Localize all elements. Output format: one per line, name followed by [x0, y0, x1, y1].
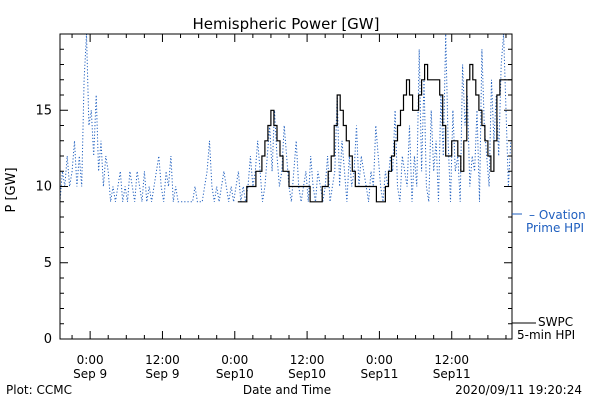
legend-ovation-label-line2: Prime HPI: [526, 221, 584, 235]
legend-swpc-label: SWPC: [538, 315, 573, 329]
x-tick-label-date: Sep11: [433, 367, 471, 381]
x-tick-label-date: Sep 9: [145, 367, 179, 381]
x-tick-label-time: 12:00: [434, 353, 469, 367]
chart-title: Hemispheric Power [GW]: [193, 15, 380, 33]
series-line-ovation: [60, 34, 512, 203]
plot-frame: [59, 33, 513, 340]
y-tick-label: 10: [35, 180, 52, 195]
x-tick-label-time: 12:00: [290, 353, 325, 367]
footer-right: 2020/09/11 19:20:24: [455, 383, 582, 397]
x-tick-label-date: Sep10: [216, 367, 254, 381]
series-line-swpc: [237, 63, 512, 203]
x-tick-label-date: Sep11: [360, 367, 398, 381]
legend-ovation-label: – Ovation: [529, 208, 586, 222]
x-tick-label-time: 0:00: [366, 353, 393, 367]
footer-left: Plot: CCMC: [6, 383, 72, 397]
x-tick-label-date: Sep 9: [73, 367, 107, 381]
legend-swpc-label-line2: 5-min HPI: [517, 328, 575, 342]
y-tick-label: 0: [44, 332, 52, 347]
x-tick-label-time: 12:00: [145, 353, 180, 367]
x-tick-label-time: 0:00: [77, 353, 104, 367]
y-tick-label: 5: [44, 256, 52, 271]
x-tick-label-time: 0:00: [221, 353, 248, 367]
x-axis-label: Date and Time: [243, 383, 331, 397]
y-axis-label: P [GW]: [4, 167, 19, 212]
x-tick-label-date: Sep10: [288, 367, 326, 381]
y-tick-label: 15: [35, 103, 52, 118]
